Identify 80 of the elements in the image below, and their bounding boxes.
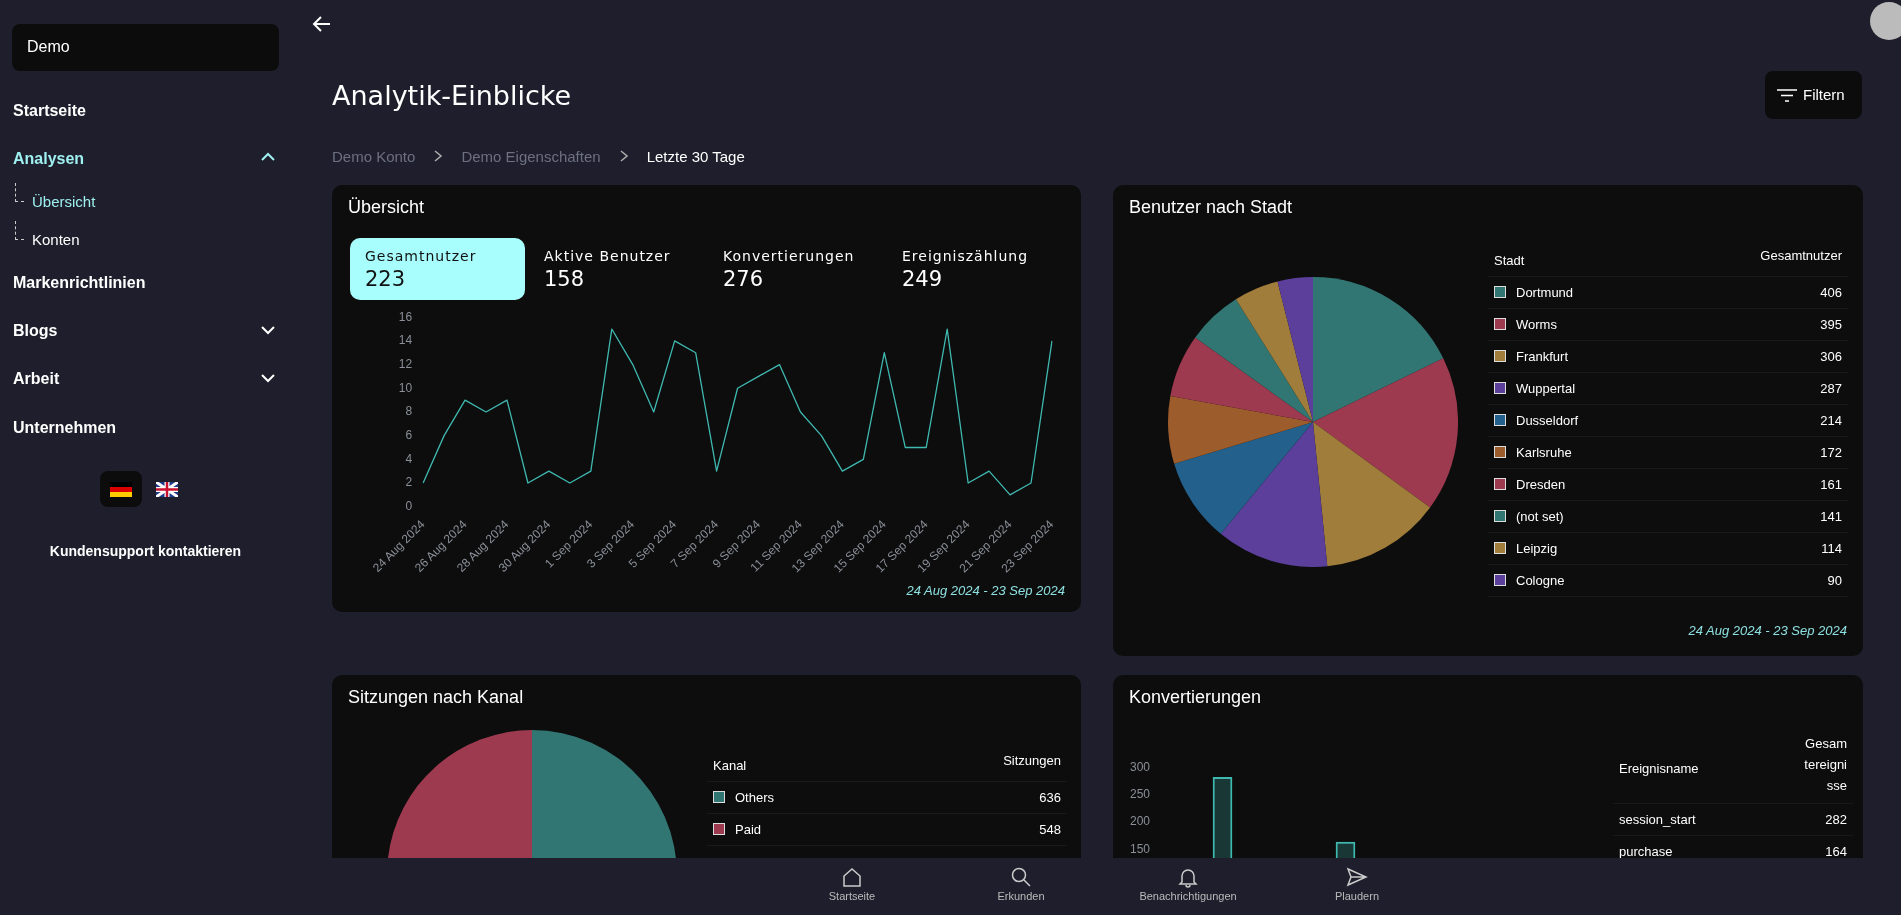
- text: Gesamtnutzer: [1670, 245, 1848, 277]
- category-label: Konten: [32, 231, 80, 248]
- y-tick-label: 10: [398, 380, 413, 395]
- category-label: Arbeit: [13, 370, 60, 388]
- y-tick-label: 0: [405, 499, 413, 513]
- category-label: Unternehmen: [13, 419, 117, 437]
- data-label: 395: [1670, 308, 1848, 341]
- category-label: Demo Konto: [332, 148, 416, 165]
- y-tick-label: 16: [398, 309, 413, 324]
- legend-label: (not set): [1516, 509, 1564, 524]
- data-label: 548: [891, 813, 1067, 846]
- data-label: 276: [723, 267, 764, 291]
- data-label: 90: [1670, 564, 1848, 597]
- legend-label: Wuppertal: [1516, 381, 1576, 396]
- legend-title: Stadt: [1488, 245, 1671, 277]
- chart-title: Konvertierungen: [1129, 687, 1262, 708]
- text: Demo: [27, 38, 70, 56]
- legend-label: Cologne: [1516, 573, 1565, 588]
- chart-title: Sitzungen nach Kanal: [348, 687, 524, 708]
- data-label: 214: [1670, 404, 1848, 437]
- y-tick-label: 6: [405, 427, 413, 442]
- category-label: Erkunden: [997, 890, 1045, 902]
- category-label: Startseite: [13, 102, 86, 120]
- text: Filtern: [1803, 86, 1845, 103]
- data-label: 141: [1670, 500, 1848, 533]
- y-tick-label: 4: [405, 451, 413, 466]
- data-label: 114: [1670, 532, 1848, 565]
- y-tick-label: 300: [1129, 759, 1151, 774]
- legend-label: Others: [735, 790, 775, 805]
- data-label: 287: [1670, 372, 1848, 405]
- legend-label: Dresden: [1516, 477, 1566, 492]
- category-label: Aktive Benutzer: [544, 248, 671, 264]
- data-label: 164: [1797, 835, 1853, 868]
- legend-label: Frankfurt: [1516, 349, 1569, 364]
- data-label: 636: [891, 781, 1067, 814]
- y-tick-label: 14: [398, 333, 413, 348]
- y-tick-label: 250: [1129, 786, 1151, 801]
- data-label: 158: [544, 267, 585, 291]
- legend-title: Ereignisname: [1613, 733, 1797, 804]
- data-label: 161: [1670, 468, 1848, 501]
- category-label: Übersicht: [32, 193, 96, 210]
- legend-label: Dusseldorf: [1516, 413, 1579, 428]
- text: Analytik-Einblicke: [332, 80, 572, 111]
- category-label: Demo Eigenschaften: [461, 148, 601, 165]
- data-label: 172: [1670, 436, 1848, 469]
- legend-title: Kanal: [707, 750, 892, 782]
- text: Übersicht: [348, 197, 425, 218]
- data-label: 306: [1670, 340, 1848, 373]
- text: Sitzungen: [891, 750, 1067, 782]
- text: Kundensupport kontaktieren: [48, 543, 243, 559]
- text: 24 Aug 2024 - 23 Sep 2024: [906, 583, 1065, 598]
- category-label: Blogs: [13, 322, 58, 340]
- legend-label: Dortmund: [1516, 285, 1574, 300]
- category-label: Konvertierungen: [723, 248, 855, 264]
- category-label: session_start: [1619, 812, 1696, 827]
- y-tick-label: 200: [1129, 814, 1151, 829]
- text: 24 Aug 2024 - 23 Sep 2024: [1688, 623, 1847, 638]
- text: Gesamtereignisse: [1797, 733, 1853, 804]
- y-tick-label: 8: [405, 404, 413, 419]
- category-label: Plaudern: [1334, 890, 1380, 902]
- data-label: 282: [1797, 803, 1853, 836]
- legend-label: Paid: [735, 822, 762, 837]
- category-label: Startseite: [828, 890, 876, 902]
- category-label: Benachrichtigungen: [1139, 890, 1237, 902]
- legend-label: Karlsruhe: [1516, 445, 1572, 460]
- data-label: 406: [1670, 276, 1848, 309]
- category-label: Ereigniszählung: [902, 248, 1029, 264]
- category-label: Markenrichtlinien: [13, 274, 146, 292]
- category-label: Gesamtnutzer: [365, 248, 477, 264]
- category-label: Analysen: [13, 150, 85, 168]
- data-label: 223: [365, 267, 406, 291]
- y-tick-label: 150: [1129, 841, 1151, 856]
- y-tick-label: 12: [398, 356, 413, 371]
- category-label: Letzte 30 Tage: [646, 148, 745, 165]
- legend-label: Worms: [1516, 317, 1557, 332]
- legend-label: Leipzig: [1516, 541, 1558, 556]
- chart-title: Benutzer nach Stadt: [1129, 197, 1293, 218]
- category-label: purchase: [1619, 844, 1673, 859]
- data-label: 249: [902, 267, 943, 291]
- y-tick-label: 2: [405, 475, 413, 490]
